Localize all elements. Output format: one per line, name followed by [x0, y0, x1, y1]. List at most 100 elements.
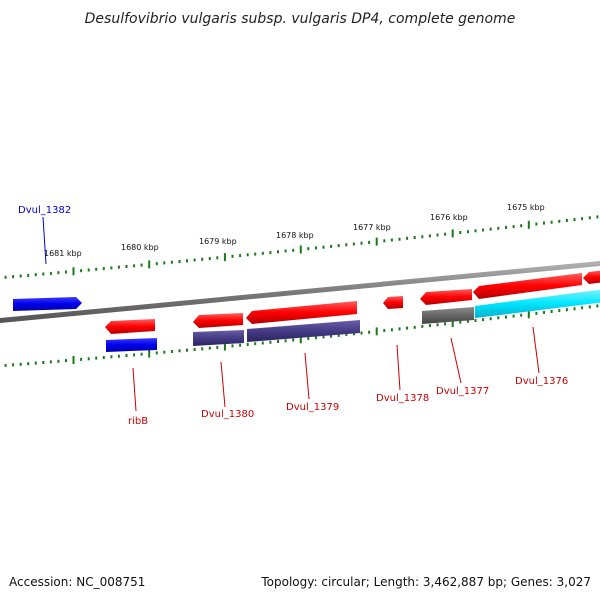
inner-ring-major-tick: [148, 349, 151, 358]
inner-ring-minor-tick: [34, 361, 37, 365]
outer-ring-minor-tick: [322, 245, 325, 249]
tick-label-1681: 1681 kbp: [44, 249, 82, 258]
inner-ring-minor-tick: [117, 354, 120, 358]
inner-ring-minor-tick: [163, 350, 166, 354]
genome-backbone: [0, 260, 600, 324]
tick-label-1676: 1676 kbp: [430, 213, 468, 222]
label-dvul-1382[interactable]: Dvul_1382: [18, 205, 71, 216]
outer-ring-major-tick: [375, 237, 378, 246]
outer-ring-minor-tick: [314, 246, 317, 250]
inner-ring-minor-tick: [406, 326, 409, 330]
leader-dvul-1379: [304, 352, 310, 400]
outer-ring-major-tick: [527, 220, 530, 229]
leader-dvul-1377: [450, 337, 462, 384]
outer-ring-minor-tick: [535, 222, 538, 226]
outer-ring-minor-tick: [246, 253, 249, 257]
outer-ring-major-tick: [148, 260, 151, 269]
kbp-labels: 1681 kbp 1680 kbp 1679 kbp 1678 kbp 1677…: [44, 203, 545, 258]
inner-ring-minor-tick: [133, 353, 136, 357]
outer-ring-minor-tick: [57, 271, 60, 275]
gene-dvul-1379-cds-arrow[interactable]: [246, 301, 357, 324]
outer-ring-minor-tick: [596, 215, 599, 219]
outer-ring-minor-tick: [360, 241, 363, 245]
inner-ring-minor-tick: [201, 347, 204, 351]
inner-ring-minor-tick: [345, 333, 348, 337]
inner-ring-minor-tick: [125, 354, 128, 357]
outer-ring-minor-tick: [497, 226, 500, 230]
inner-ring-minor-tick: [19, 362, 22, 366]
inner-ring-minor-tick: [497, 316, 500, 320]
inner-ring-minor-tick: [520, 313, 523, 317]
inner-ring-minor-tick: [4, 363, 7, 367]
gene-next-arrow[interactable]: [583, 270, 600, 284]
inner-ring-minor-tick: [307, 337, 310, 340]
gene-dvul-1379-feature[interactable]: [247, 320, 360, 342]
inner-ring-minor-tick: [596, 304, 599, 308]
gene-dvul-1378-arrow[interactable]: [383, 296, 403, 309]
inner-ring-minor-tick: [12, 363, 15, 367]
outer-ring-minor-tick: [413, 236, 416, 239]
inner-ring-minor-tick: [413, 325, 416, 329]
gene-dvul-1382-arrow[interactable]: [13, 297, 82, 311]
tick-label-1680: 1680 kbp: [121, 243, 159, 252]
label-dvul-1377[interactable]: Dvul_1377: [436, 386, 489, 397]
leader-dvul-1378: [396, 344, 401, 391]
tick-label-1677: 1677 kbp: [353, 223, 391, 232]
inner-ring-minor-tick: [292, 338, 295, 342]
gene-ribb-cds-arrow[interactable]: [105, 319, 155, 334]
inner-ring-minor-tick: [565, 308, 568, 312]
inner-ring-minor-tick: [140, 352, 143, 356]
inner-ring-minor-tick: [505, 315, 507, 319]
label-dvul-1380[interactable]: Dvul_1380: [201, 409, 254, 420]
outer-ring-minor-tick: [12, 275, 15, 279]
inner-ring-minor-tick: [383, 329, 386, 333]
inner-ring-minor-tick: [155, 351, 158, 355]
outer-ring-major-tick: [451, 229, 454, 238]
inner-ring-minor-tick: [231, 344, 234, 348]
inner-ring-minor-tick: [466, 319, 469, 323]
label-dvul-1378[interactable]: Dvul_1378: [376, 393, 429, 404]
gene-ribb-feature[interactable]: [106, 338, 157, 352]
inner-ring-minor-tick: [110, 355, 113, 359]
inner-ring-minor-tick: [208, 346, 211, 350]
inner-ring-minor-tick: [550, 310, 553, 313]
inner-ring-minor-tick: [573, 307, 576, 311]
outer-ring-minor-tick: [231, 254, 234, 258]
gene-dvul-1380-cds-arrow[interactable]: [193, 313, 243, 328]
gene-dvul-1376-feature[interactable]: [475, 289, 600, 318]
outer-ring-minor-tick: [421, 235, 424, 239]
inner-ring-minor-tick: [178, 349, 181, 353]
inner-ring-minor-tick: [398, 327, 401, 331]
inner-ring-minor-tick: [261, 341, 264, 345]
outer-ring-minor-tick: [125, 265, 128, 268]
outer-ring-minor-tick: [49, 271, 52, 275]
outer-ring-minor-tick: [201, 257, 204, 261]
outer-ring-minor-tick: [588, 216, 591, 220]
gene-dvul-1380-feature[interactable]: [193, 330, 244, 346]
outer-ring-minor-tick: [428, 234, 431, 238]
inner-ring-minor-tick: [444, 322, 447, 326]
inner-ring-minor-tick: [239, 343, 242, 347]
gene-dvul-1377-feature[interactable]: [422, 307, 474, 324]
inner-ring-minor-tick: [246, 343, 249, 346]
outer-ring-minor-tick: [254, 252, 257, 256]
outer-ring-minor-tick: [140, 263, 143, 267]
label-dvul-1376[interactable]: Dvul_1376: [515, 376, 568, 387]
inner-ring-minor-tick: [102, 356, 105, 359]
inner-ring-minor-tick: [489, 317, 492, 321]
label-dvul-1379[interactable]: Dvul_1379: [286, 402, 339, 413]
outer-ring-minor-tick: [80, 269, 83, 273]
outer-ring-minor-tick: [474, 229, 477, 233]
inner-ring-minor-tick: [543, 310, 545, 314]
inner-ring-minor-tick: [277, 340, 279, 343]
outer-ring-minor-tick: [520, 224, 523, 228]
inner-ring-minor-tick: [95, 356, 98, 360]
gene-dvul-1376-arrow[interactable]: [473, 273, 582, 299]
outer-ring-minor-tick: [390, 238, 393, 242]
inner-ring-minor-tick: [314, 336, 317, 340]
outer-ring-major-tick: [72, 267, 75, 276]
gene-dvul-1377-arrow[interactable]: [420, 289, 472, 305]
label-ribb[interactable]: ribB: [128, 416, 148, 427]
outer-ring-minor-tick: [345, 243, 348, 247]
outer-ring-minor-tick: [19, 274, 22, 278]
